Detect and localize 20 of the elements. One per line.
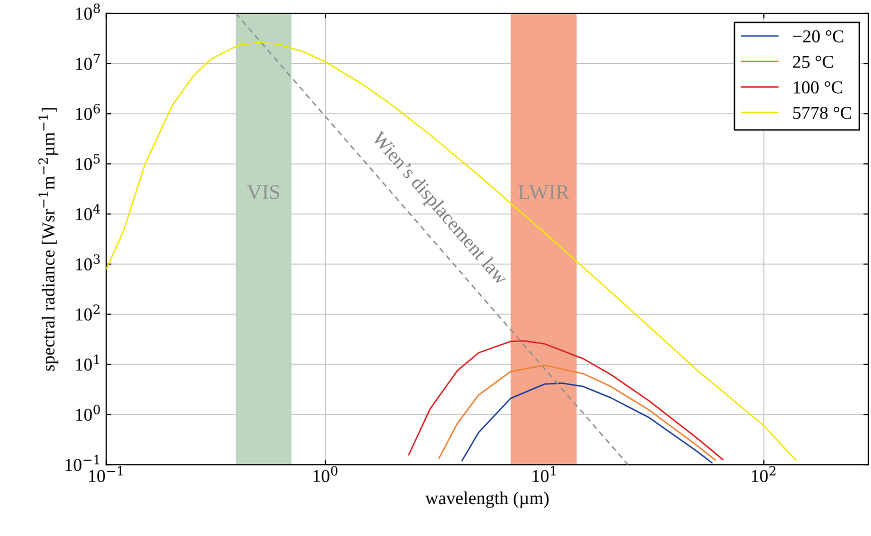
legend-label: 5778 °C bbox=[793, 106, 852, 119]
y-tick-label: 10$^{6}$ bbox=[76, 104, 100, 120]
y-tick-label: 10$^{5}$ bbox=[76, 154, 100, 170]
y-axis-title: spectral radiance [Wsr$^{−1}$m$^{−2}$µm$^{−1}$] bbox=[38, 108, 58, 371]
band-label: VIS bbox=[247, 185, 280, 200]
legend-label: 100 °C bbox=[794, 81, 842, 94]
x-tick-label: 10$^{2}$ bbox=[752, 466, 776, 482]
y-tick-label: 10$^{0}$ bbox=[76, 404, 100, 421]
band-label: LWIR bbox=[518, 185, 570, 200]
y-tick-label: 10$^{3}$ bbox=[76, 254, 100, 270]
x-axis-title: wavelength (µm) bbox=[425, 492, 549, 508]
y-tick-label: 10$^{4}$ bbox=[76, 204, 100, 220]
y-tick-label: 10$^{2}$ bbox=[76, 304, 100, 321]
y-tick-label: 10$^{8}$ bbox=[76, 4, 100, 20]
legend-label: 25 °C bbox=[793, 56, 834, 68]
y-tick-label: 10$^{1}$ bbox=[76, 354, 99, 371]
x-tick-label: 10$^{0}$ bbox=[314, 466, 338, 482]
legend-label: −20 °C bbox=[793, 30, 844, 42]
y-tick-label: 10$^{7}$ bbox=[76, 54, 100, 70]
x-tick-label: 10$^{1}$ bbox=[532, 466, 556, 482]
